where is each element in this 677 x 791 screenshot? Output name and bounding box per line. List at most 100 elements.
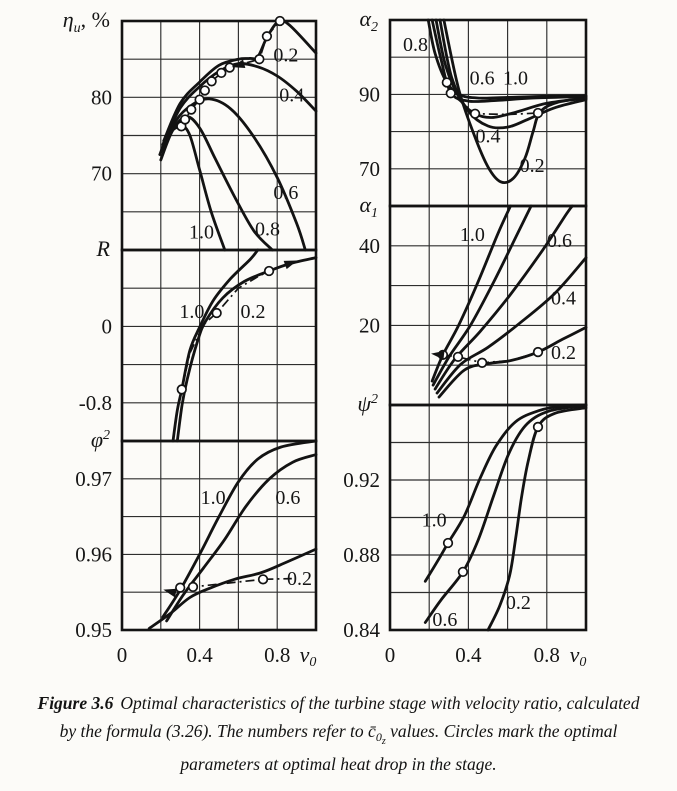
c0z-subsub: z — [381, 736, 386, 747]
optimum-marker — [445, 88, 456, 99]
y-tick-label: 70 — [91, 162, 112, 186]
x-axis-title: ν0 — [570, 642, 587, 670]
y-axis-title: α2 — [359, 6, 378, 35]
x-tick-label: 0 — [385, 643, 396, 667]
y-axis-title: R — [96, 236, 111, 261]
curve-label-0.6: 0.6 — [470, 68, 495, 90]
curve-c0z-0.4 — [438, 18, 588, 130]
curve-label-1.0: 1.0 — [422, 509, 447, 531]
caption-line3: parameters at optimal heat drop in the s… — [180, 754, 497, 774]
y-tick-label: 80 — [91, 85, 112, 109]
curve-label-0.2: 0.2 — [520, 155, 545, 177]
curve-label-0.8: 0.8 — [255, 219, 280, 241]
plot-reaction-R: 1.0 0.2 0 -0.8 R — [79, 236, 318, 443]
curve-c0z-0.8 — [431, 204, 533, 387]
y-tick-label: 0.95 — [75, 618, 112, 642]
optimum-marker — [206, 76, 217, 87]
optimum-marker — [532, 107, 544, 119]
optimum-marker — [216, 67, 227, 79]
optimum-marker — [441, 77, 452, 88]
c0z-base: c̄ — [368, 721, 376, 741]
curve-c0z-0.6 — [165, 453, 318, 623]
y-axis-title: α1 — [359, 192, 378, 221]
optimum-marker — [476, 357, 488, 368]
y-tick-label: 70 — [359, 157, 380, 181]
curve-label-0.8: 0.8 — [403, 34, 428, 56]
curve-c0z-0.2 — [175, 256, 318, 443]
curve-label-0.2: 0.2 — [551, 342, 576, 364]
curve-label-1.0: 1.0 — [201, 487, 226, 509]
c0z-symbol: c̄0z — [368, 721, 386, 747]
x-tick-label: 0.8 — [264, 643, 290, 667]
optimum-marker — [254, 54, 265, 65]
curve-label-1.0: 1.0 — [189, 222, 214, 244]
curve-c0z-0.6 — [160, 97, 307, 252]
curve-label-0.2: 0.2 — [273, 45, 298, 67]
y-axis-title: ψ2 — [357, 391, 378, 416]
curve-label-0.4: 0.4 — [279, 84, 304, 106]
curve-c0z-0.6 — [434, 18, 588, 119]
curve-label-1.0: 1.0 — [179, 301, 204, 323]
optimum-marker — [199, 85, 210, 96]
y-tick-label: -0.8 — [79, 391, 112, 415]
optimum-marker — [175, 582, 186, 593]
optimum-marker — [457, 566, 469, 578]
optimum-marker — [179, 114, 191, 125]
caption-line1: Optimal characteristics of the turbine s… — [120, 693, 640, 713]
optimum-marker — [176, 384, 187, 395]
optimum-marker — [442, 537, 454, 549]
plot-phi-squared: 1.0 0.6 0.2 0.97 0.96 0.95 φ2 0 0.4 0.8 ν0 — [75, 427, 318, 670]
y-axis-title: φ2 — [91, 427, 110, 452]
x-tick-label: 0 — [117, 643, 128, 667]
y-tick-label: 0.84 — [343, 618, 380, 642]
chain-arrowhead — [163, 588, 178, 598]
y-tick-label: 0 — [102, 314, 113, 338]
y-axis-title: ηu, % — [63, 7, 110, 36]
y-tick-label: 0.96 — [75, 542, 112, 566]
plot-eta-u: 1.0 0.8 0.6 0.4 0.2 80 70 ηu, % — [63, 7, 318, 252]
curve-c0z-1.0 — [423, 403, 588, 583]
plot-frame — [120, 439, 318, 632]
y-tick-label: 0.88 — [343, 543, 380, 567]
figure-caption: Figure 3.6 Optimal characteristics of the… — [0, 689, 677, 778]
curve-label-0.2: 0.2 — [287, 568, 312, 590]
optimum-marker — [274, 15, 286, 27]
curve-c0z-1.0 — [171, 248, 260, 443]
curve-c0z-1.0 — [430, 18, 588, 103]
optimum-marker — [224, 62, 235, 73]
y-tick-label: 0.92 — [343, 468, 380, 492]
plot-psi-squared: 1.0 0.6 0.2 0.92 0.88 0.84 ψ2 0 0.4 0.8 ν0 — [343, 391, 588, 670]
x-axis-title: ν0 — [300, 642, 317, 670]
caption-figure-number: Figure 3.6 — [37, 693, 114, 713]
caption-line2a: by the formula (3.26). The numbers refer… — [59, 721, 369, 741]
x-tick-label: 0.4 — [455, 643, 482, 667]
y-tick-label: 40 — [359, 234, 380, 258]
x-tick-label: 0.4 — [186, 643, 213, 667]
x-tick-label: 0.8 — [534, 643, 560, 667]
curve-label-0.2: 0.2 — [506, 592, 531, 614]
optimum-marker — [532, 346, 544, 358]
curve-label-0.6: 0.6 — [273, 182, 298, 204]
optimum-marker — [194, 94, 205, 105]
chain-arrowhead — [231, 59, 246, 68]
plot-alpha-1: 1.0 0.6 0.4 0.2 40 20 α1 — [359, 192, 588, 407]
curve-label-0.6: 0.6 — [275, 487, 300, 509]
caption-line2b: values. Circles mark the optimal — [385, 721, 618, 741]
chain-arrowhead — [283, 260, 298, 270]
y-tick-label: 90 — [359, 82, 380, 106]
plot-alpha-2: 0.8 1.0 0.6 0.4 0.2 90 70 α2 — [359, 6, 588, 208]
c0z-sub: 0 — [375, 730, 382, 744]
optimum-marker — [532, 421, 544, 433]
curve-c0z-0.8 — [159, 114, 274, 252]
y-tick-label: 0.97 — [75, 467, 112, 491]
optimum-marker — [452, 351, 464, 362]
curve-c0z-0.2 — [442, 18, 588, 184]
chain-arrowhead — [431, 350, 445, 360]
optimum-marker — [263, 265, 275, 277]
curve-c0z-0.2 — [437, 326, 588, 399]
y-tick-label: 20 — [359, 313, 380, 337]
curve-label-0.4: 0.4 — [551, 288, 576, 310]
optimum-marker — [211, 307, 222, 319]
curve-label-1.0: 1.0 — [503, 68, 528, 90]
